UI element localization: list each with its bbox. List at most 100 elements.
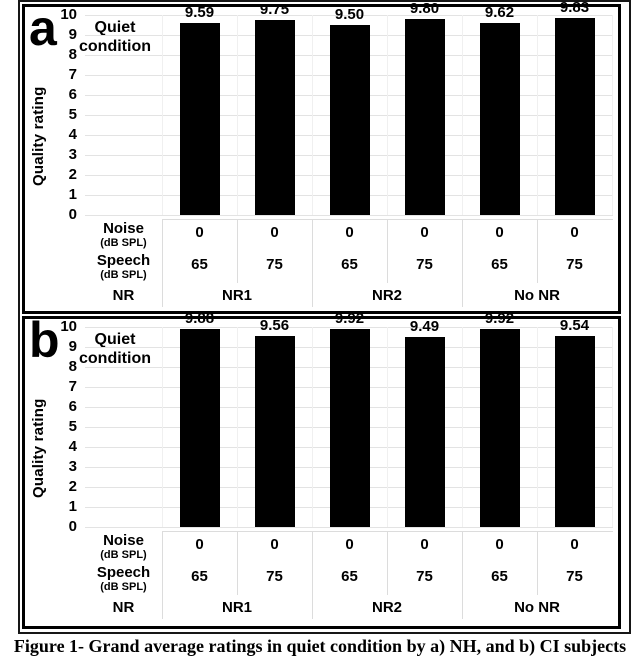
- category-gridline: [462, 327, 463, 527]
- x-axis-table: Noise (dB SPL) 0 0 0 0 0 0 Speech (dB SPL) 65 75 65 7…: [85, 529, 613, 621]
- table-cell: 0: [270, 224, 279, 241]
- bar: [479, 328, 520, 527]
- y-tick-label: 8: [68, 46, 77, 63]
- bar-value-label: 9.80: [409, 0, 440, 17]
- bar: [404, 337, 445, 527]
- row-label-text: Speech: [96, 564, 151, 581]
- cell-divider: [537, 219, 538, 283]
- cell-divider: [387, 219, 388, 283]
- bar: [254, 20, 295, 215]
- table-cell: 75: [416, 568, 433, 585]
- table-cell: 0: [495, 536, 504, 553]
- bar-value-label: 9.62: [484, 3, 515, 21]
- table-cell: 0: [570, 224, 579, 241]
- panel-b-chart: b Quiet condition Quality rating 0 1 2 3 4 5 6 7 8 9 1…: [22, 310, 621, 629]
- bar: [404, 19, 445, 215]
- table-cell: 65: [341, 568, 358, 585]
- cell-divider: [237, 219, 238, 283]
- panel-a-chart: a Quiet condition Quality rating 0 1 2 3 4 5 6 7 8 9 1…: [22, 0, 621, 314]
- plot-area: 9.59 9.75 9.50 9.80 9.62 9.83: [85, 0, 613, 216]
- y-tick-label: 6: [68, 398, 77, 415]
- table-cell: 65: [341, 256, 358, 273]
- panel-letter: a: [29, 0, 57, 56]
- cell-divider: [387, 531, 388, 595]
- table-group-cell: No NR: [514, 287, 560, 304]
- y-tick-label: 7: [68, 378, 77, 395]
- table-cell: 0: [420, 224, 429, 241]
- table-cell: 75: [566, 256, 583, 273]
- category-gridline: [162, 327, 163, 527]
- table-cell: 0: [270, 536, 279, 553]
- cell-divider: [162, 219, 163, 283]
- row-label-text: Noise: [103, 220, 144, 237]
- cell-divider: [462, 219, 463, 283]
- table-cell: 0: [495, 224, 504, 241]
- table-cell: 75: [266, 256, 283, 273]
- table-cell: 75: [416, 256, 433, 273]
- row-label-unit: (dB SPL): [100, 581, 147, 593]
- gridline: [85, 527, 613, 528]
- table-cell: 75: [266, 568, 283, 585]
- table-group-cell: NR1: [221, 287, 252, 304]
- y-tick-label: 5: [68, 418, 77, 435]
- group-divider: [162, 283, 163, 307]
- y-tick-label: 9: [68, 338, 77, 355]
- y-tick-label: 1: [68, 186, 77, 203]
- category-gridline: [462, 15, 463, 215]
- bar-value-label: 9.56: [259, 316, 290, 334]
- gridline: [85, 327, 613, 328]
- group-divider: [462, 595, 463, 619]
- table-cell: 65: [491, 256, 508, 273]
- category-gridline: [237, 327, 238, 527]
- y-tick-label: 4: [68, 438, 77, 455]
- table-cell: 75: [566, 568, 583, 585]
- category-gridline: [537, 327, 538, 527]
- quiet-condition-annotation: Quiet condition: [79, 19, 151, 55]
- bar: [179, 23, 220, 215]
- category-gridline: [312, 327, 313, 527]
- bar-value-label: 9.83: [559, 0, 590, 17]
- row-label-text: Noise: [103, 532, 144, 549]
- cell-divider: [462, 531, 463, 595]
- row-label-unit: (dB SPL): [100, 269, 147, 281]
- table-cell: 0: [195, 536, 204, 553]
- quiet-condition-annotation: Quiet condition: [79, 331, 151, 367]
- table-cell: 0: [195, 224, 204, 241]
- cell-divider: [537, 531, 538, 595]
- y-tick-label: 0: [68, 518, 77, 535]
- y-tick-label: 4: [68, 126, 77, 143]
- y-tick-label: 0: [68, 206, 77, 223]
- y-tick-label: 3: [68, 146, 77, 163]
- group-divider: [312, 595, 313, 619]
- table-row-label: NR: [112, 287, 135, 304]
- gridline: [85, 15, 613, 16]
- table-group-cell: No NR: [514, 599, 560, 616]
- category-gridline: [537, 15, 538, 215]
- table-row-label: Noise (dB SPL): [85, 532, 162, 562]
- bar-value-label: 9.50: [334, 6, 365, 23]
- bar-value-label: 9.88: [184, 310, 215, 328]
- table-group-cell: NR2: [371, 599, 402, 616]
- bar-value-label: 9.92: [484, 309, 515, 327]
- y-tick-label: 10: [60, 6, 77, 23]
- bar: [179, 329, 220, 527]
- row-label-unit: (dB SPL): [100, 549, 147, 561]
- row-label-text: Speech: [96, 252, 151, 269]
- table-row-label: Speech (dB SPL): [85, 252, 162, 282]
- category-gridline: [612, 327, 613, 527]
- bar: [329, 328, 370, 527]
- category-gridline: [312, 15, 313, 215]
- category-gridline: [612, 15, 613, 215]
- table-row-label: Speech (dB SPL): [85, 564, 162, 594]
- bar-value-label: 9.54: [559, 317, 590, 335]
- category-gridline: [387, 327, 388, 527]
- plot-area: 9.88 9.56 9.92 9.49 9.92 9.54: [85, 310, 613, 528]
- bar: [554, 18, 595, 215]
- y-tick-label: 1: [68, 498, 77, 515]
- category-gridline: [387, 15, 388, 215]
- cell-divider: [237, 531, 238, 595]
- y-tick-label: 3: [68, 458, 77, 475]
- bar-value-label: 9.75: [259, 1, 290, 18]
- bar-value-label: 9.49: [409, 318, 440, 336]
- y-tick-label: 7: [68, 66, 77, 83]
